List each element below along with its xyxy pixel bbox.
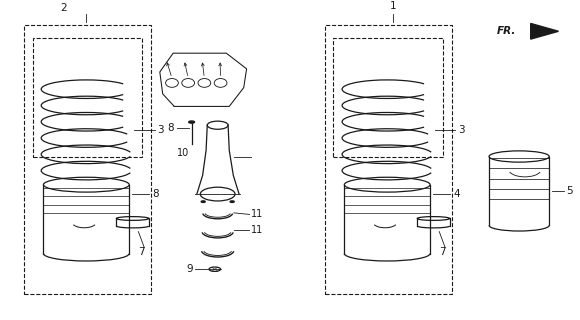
- Bar: [32, 37, 143, 156]
- Ellipse shape: [230, 201, 234, 203]
- Text: 11: 11: [251, 225, 263, 235]
- Text: 7: 7: [439, 247, 445, 257]
- Ellipse shape: [201, 201, 205, 203]
- Text: FR.: FR.: [497, 26, 516, 36]
- Text: 11: 11: [251, 209, 263, 220]
- Text: 1: 1: [390, 1, 396, 12]
- Text: 8: 8: [168, 123, 174, 133]
- Text: 7: 7: [138, 247, 144, 257]
- Bar: [325, 25, 452, 294]
- Text: 10: 10: [177, 148, 190, 158]
- Text: 3: 3: [158, 125, 164, 135]
- Text: 9: 9: [187, 264, 193, 274]
- Text: 4: 4: [453, 189, 460, 199]
- Text: 2: 2: [60, 3, 67, 13]
- Text: 5: 5: [567, 186, 573, 196]
- Bar: [334, 37, 443, 156]
- Ellipse shape: [188, 121, 194, 123]
- Polygon shape: [531, 23, 559, 39]
- Text: 3: 3: [458, 125, 465, 135]
- Bar: [24, 25, 151, 294]
- Text: 8: 8: [153, 189, 159, 199]
